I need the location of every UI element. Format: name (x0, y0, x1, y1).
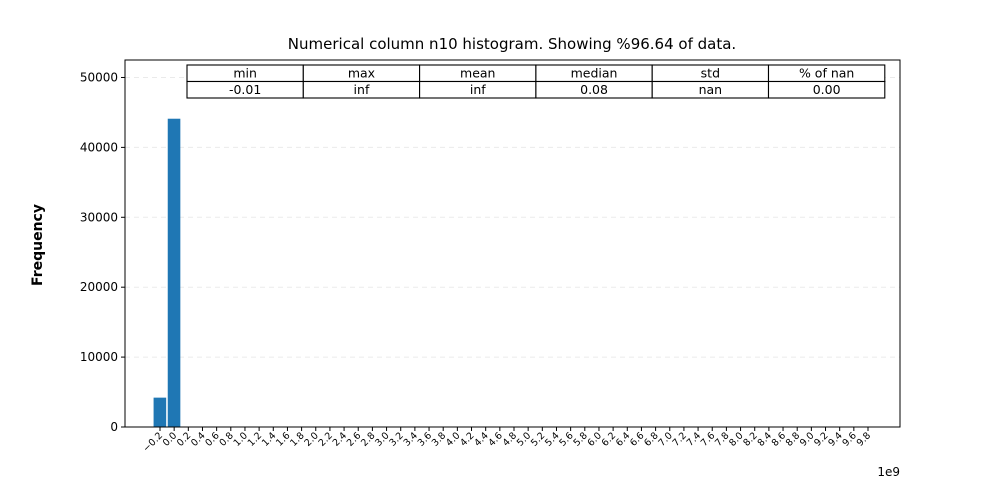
y-axis-label: Frequency (30, 204, 46, 286)
bars (153, 118, 181, 427)
table-value-5: 0.00 (813, 82, 841, 97)
y-tick-label-4: 40000 (80, 140, 118, 154)
x-offset-label: 1e9 (877, 465, 900, 479)
table-header-5: % of nan (799, 65, 854, 80)
table-value-1: inf (354, 82, 370, 97)
bar-0 (153, 397, 167, 427)
y-tick-label-5: 50000 (80, 70, 118, 84)
table-value-3: 0.08 (580, 82, 608, 97)
table-header-2: mean (460, 65, 495, 80)
y-tick-label-2: 20000 (80, 280, 118, 294)
stats-table: min max mean median std % of nan -0.01 inf inf 0.… (186, 64, 886, 99)
table-value-0: -0.01 (229, 82, 261, 97)
bar-1 (167, 118, 181, 427)
y-tick-label-0: 0 (110, 420, 118, 434)
y-ticks: 0 10000 20000 30000 40000 50000 (80, 70, 125, 434)
table-cell-1-5 (767, 80, 886, 99)
plot-frame (124, 59, 901, 428)
x-tick-label-50: 9.8 (855, 430, 873, 448)
grid-lines (125, 76, 900, 358)
y-tick-label-1: 10000 (80, 350, 118, 364)
table-header-3: median (571, 65, 618, 80)
table-header-4: std (701, 65, 720, 80)
table-header-1: max (348, 65, 375, 80)
table-header-0: min (233, 65, 257, 80)
table-value-2: inf (470, 82, 486, 97)
y-tick-label-3: 30000 (80, 210, 118, 224)
chart-title: Numerical column n10 histogram. Showing … (288, 35, 736, 53)
table-value-4: nan (699, 82, 723, 97)
x-ticks: −0.20.00.20.40.60.81.01.21.41.61.82.02.2… (141, 427, 873, 454)
